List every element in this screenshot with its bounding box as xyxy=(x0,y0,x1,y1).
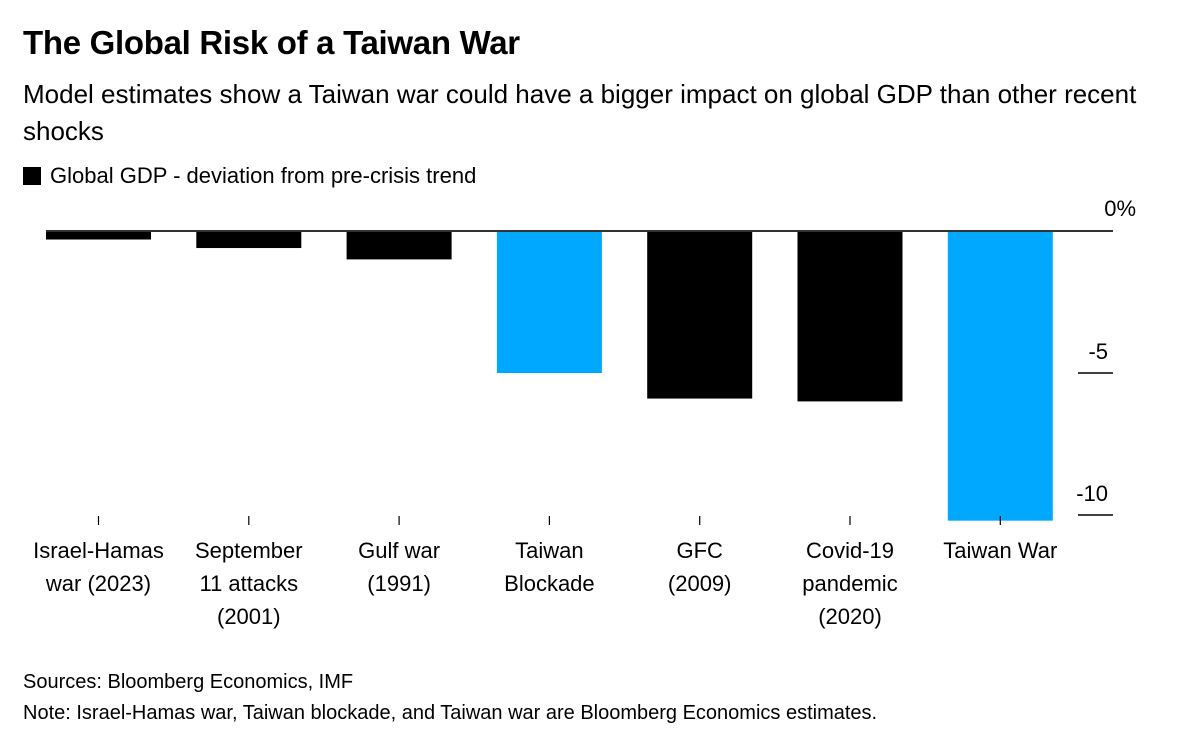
category-label: war (2023) xyxy=(45,571,151,596)
category-label: Israel-Hamas xyxy=(33,538,164,563)
legend-label: Global GDP - deviation from pre-crisis t… xyxy=(50,163,477,188)
category-label: Taiwan War xyxy=(943,538,1057,563)
bar xyxy=(797,231,903,402)
category-label: (2009) xyxy=(668,571,732,596)
bar xyxy=(46,231,151,240)
note-text: Note: Israel-Hamas war, Taiwan blockade,… xyxy=(23,702,878,724)
category-label: (2001) xyxy=(217,604,281,629)
bar xyxy=(346,231,452,260)
category-label: (1991) xyxy=(367,571,431,596)
bar xyxy=(947,231,1053,521)
category-label: September xyxy=(195,538,303,563)
category-label: Blockade xyxy=(504,571,595,596)
category-label: pandemic xyxy=(802,571,897,596)
legend: Global GDP - deviation from pre-crisis t… xyxy=(23,163,476,189)
y-tick-label: 0% xyxy=(1104,196,1136,221)
category-label: 11 attacks xyxy=(199,571,298,596)
bar xyxy=(647,231,753,399)
category-label: GFC xyxy=(676,538,723,563)
sources-text: Sources: Bloomberg Economics, IMF xyxy=(23,671,354,693)
category-label: (2020) xyxy=(818,604,882,629)
category-label: Taiwan xyxy=(515,538,583,563)
category-label: Gulf war xyxy=(358,538,440,563)
category-label: Covid-19 xyxy=(806,538,894,563)
bar xyxy=(496,231,602,373)
footer: Sources: Bloomberg Economics, IMF Note: … xyxy=(23,667,877,729)
y-tick-label: -10 xyxy=(1076,481,1108,506)
chart-title: The Global Risk of a Taiwan War xyxy=(23,24,520,61)
bar xyxy=(196,231,302,249)
legend-swatch xyxy=(23,167,41,185)
chart-subtitle: Model estimates show a Taiwan war could … xyxy=(23,79,1137,146)
y-tick-label: -5 xyxy=(1088,339,1108,364)
